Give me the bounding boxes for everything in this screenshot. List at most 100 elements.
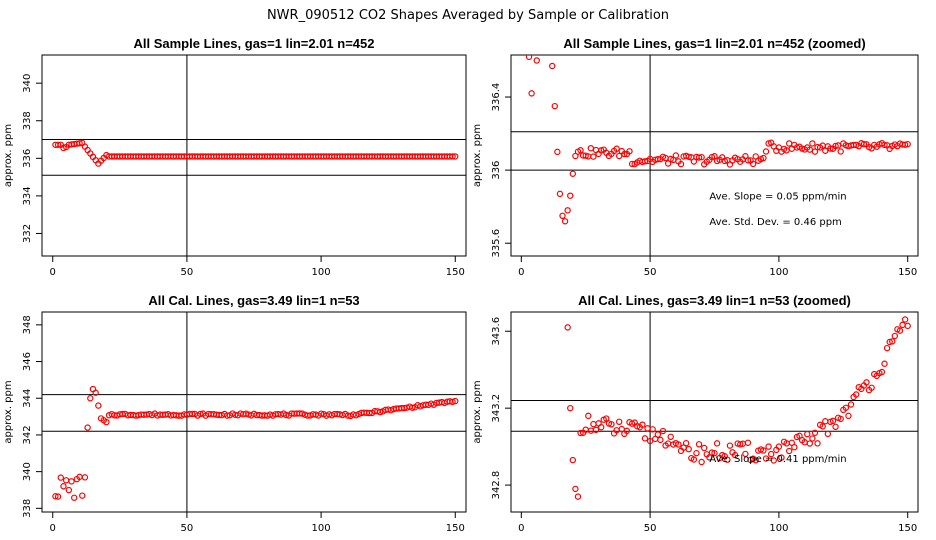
- data-point: [567, 192, 574, 199]
- data-point: [551, 102, 558, 110]
- data-point: [762, 148, 770, 155]
- data-point: [577, 147, 584, 154]
- data-point: [242, 410, 250, 417]
- data-point: [71, 494, 78, 501]
- y-tick-label: 346: [22, 352, 33, 371]
- data-point: [623, 427, 631, 435]
- x-tick-label: 150: [898, 523, 917, 534]
- data-point: [675, 441, 682, 448]
- data-point: [901, 141, 909, 148]
- data-points: [52, 385, 459, 501]
- data-point: [626, 148, 633, 155]
- data-point: [317, 410, 325, 417]
- x-tick-label: 50: [644, 523, 657, 534]
- data-point: [197, 410, 204, 418]
- data-point: [863, 379, 870, 386]
- x-tick-label: 0: [50, 523, 56, 534]
- data-point: [690, 456, 698, 463]
- data-point: [657, 436, 664, 444]
- data-point: [664, 160, 672, 167]
- data-point: [659, 427, 667, 435]
- data-point: [615, 418, 623, 426]
- data-point: [613, 145, 620, 152]
- annotation-text: Ave. Slope = 0.05 ppm/min: [709, 191, 846, 202]
- panel-cal-lines: All Cal. Lines, gas=3.49 lin=1 n=53 0 50 10…: [3, 293, 467, 534]
- data-point: [52, 493, 59, 500]
- data-point: [644, 425, 651, 432]
- data-point: [554, 148, 561, 156]
- y-tick-label: 338: [22, 499, 33, 518]
- x-tick-label: 100: [769, 523, 788, 534]
- y-tick-label: 343.2: [491, 394, 502, 423]
- data-point: [693, 449, 700, 457]
- data-point: [837, 148, 844, 155]
- panel-title: All Sample Lines, gas=1 lin=2.01 n=452: [134, 36, 375, 51]
- data-point: [775, 443, 783, 450]
- y-axis-label: approx. ppm: [472, 380, 483, 443]
- x-tick-label: 50: [644, 267, 657, 278]
- y-tick-label: 336.4: [491, 83, 502, 112]
- data-point: [92, 389, 99, 396]
- data-points: [52, 139, 459, 167]
- data-point: [809, 140, 816, 147]
- x-tick-label: 0: [518, 267, 524, 278]
- data-point: [76, 140, 83, 147]
- data-point: [762, 455, 770, 462]
- data-point: [533, 57, 540, 64]
- data-point: [376, 408, 384, 416]
- panel-title: All Cal. Lines, gas=3.49 lin=1 n=53 (zoo…: [578, 293, 851, 308]
- panel-sample-lines: All Sample Lines, gas=1 lin=2.01 n=452 0 5…: [3, 36, 467, 278]
- y-tick-label: 342: [22, 425, 33, 444]
- data-point: [760, 447, 767, 454]
- data-point: [904, 322, 911, 330]
- plot-frame: [41, 311, 467, 513]
- data-point: [896, 327, 904, 334]
- x-tick-label: 150: [446, 267, 465, 278]
- data-point: [881, 141, 888, 149]
- data-point: [549, 62, 556, 70]
- data-point: [449, 153, 456, 160]
- data-point: [615, 152, 623, 160]
- y-tick-label: 338: [22, 111, 33, 130]
- data-point: [811, 148, 819, 155]
- y-axis-label: approx. ppm: [472, 124, 483, 187]
- data-point: [449, 398, 456, 406]
- data-point: [760, 154, 767, 162]
- data-point: [695, 154, 703, 161]
- data-point: [682, 439, 690, 447]
- data-point: [223, 412, 231, 419]
- data-point: [366, 409, 373, 417]
- data-point: [726, 442, 734, 449]
- data-point: [804, 430, 811, 438]
- data-point: [654, 155, 662, 163]
- data-point: [685, 445, 692, 453]
- data-point: [829, 417, 837, 425]
- data-point: [87, 395, 94, 402]
- data-point: [525, 55, 533, 61]
- panel-title: All Sample Lines, gas=1 lin=2.01 n=452 (…: [563, 36, 865, 51]
- data-point: [564, 207, 571, 214]
- data-point: [878, 368, 886, 376]
- data-point: [852, 391, 860, 398]
- y-axis-label: approx. ppm: [3, 380, 14, 443]
- data-point: [883, 344, 891, 352]
- data-point: [891, 332, 899, 340]
- data-point: [564, 324, 571, 331]
- data-point: [765, 443, 772, 450]
- data-point: [847, 401, 855, 408]
- data-point: [639, 421, 646, 428]
- y-tick-label: 342.8: [491, 471, 502, 500]
- plot-frame: [510, 311, 919, 513]
- data-point: [590, 153, 597, 160]
- data-point: [752, 457, 759, 464]
- y-tick-label: 334: [22, 186, 33, 205]
- data-point: [574, 493, 582, 500]
- y-tick-label: 335.6: [491, 229, 502, 258]
- annotation-text: Ave. Std. Dev. = 0.46 ppm: [709, 217, 841, 228]
- data-point: [786, 447, 793, 455]
- data-point: [901, 316, 909, 323]
- data-point: [711, 449, 718, 457]
- data-point: [899, 321, 906, 329]
- data-point: [708, 449, 716, 456]
